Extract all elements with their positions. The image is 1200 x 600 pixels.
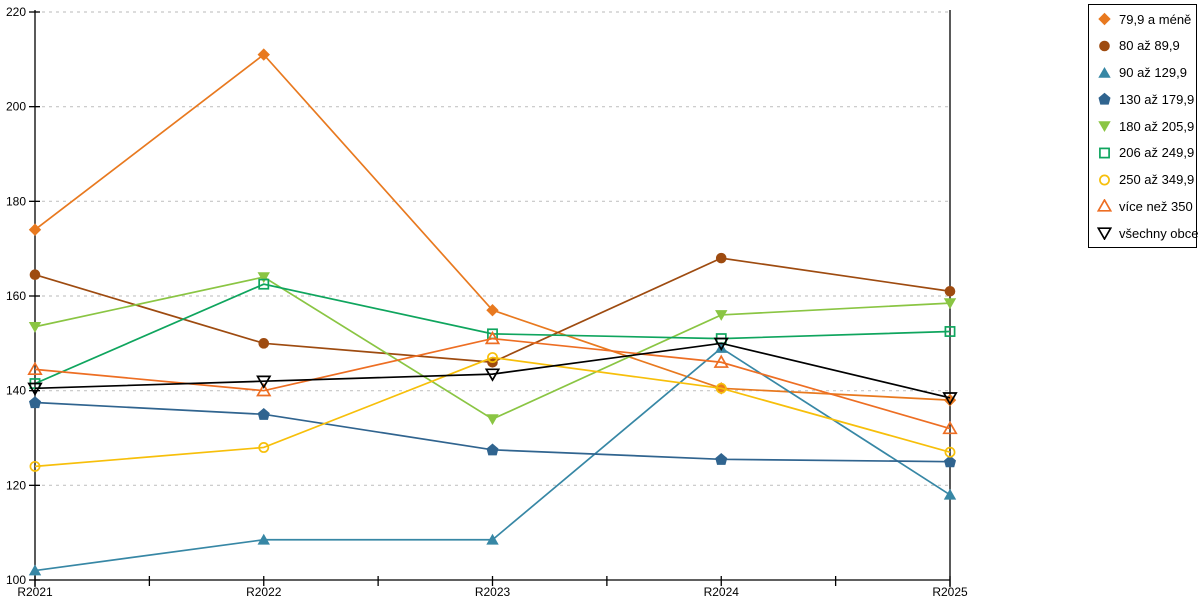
data-point-marker	[944, 446, 956, 458]
y-tick-label: 180	[6, 194, 26, 208]
triangle-down-legend-marker-icon	[1097, 227, 1112, 240]
y-tick-label: 100	[6, 573, 26, 587]
data-point-marker	[944, 455, 956, 468]
legend-item: 250 až 349,9	[1097, 172, 1195, 187]
y-tick-label: 220	[6, 5, 26, 19]
legend-item: 90 až 129,9	[1097, 66, 1192, 80]
data-point-marker	[713, 337, 729, 352]
data-point-marker	[715, 382, 727, 394]
triangle-down-legend-marker-icon	[1098, 121, 1111, 132]
x-tick-label: R2023	[475, 585, 511, 599]
legend-item: 130 až 179,9	[1097, 91, 1195, 107]
data-point-marker	[29, 269, 41, 281]
legend-item-label: 250 až 349,9	[1119, 172, 1195, 187]
data-point-marker	[715, 310, 728, 321]
data-point-marker	[258, 338, 270, 349]
x-tick-label: R2021	[17, 585, 53, 599]
series-path	[34, 356, 951, 468]
triangle-down-icon	[1098, 121, 1111, 132]
series-4-line	[29, 396, 956, 468]
data-point-marker	[942, 420, 958, 435]
data-point-marker	[944, 285, 956, 297]
data-point-marker	[484, 330, 501, 345]
y-tick-label: 140	[6, 384, 26, 398]
data-point-marker	[257, 408, 270, 420]
data-point-marker	[29, 396, 41, 409]
series-3-line	[28, 342, 957, 576]
legend-item: všechny obce	[1097, 226, 1199, 240]
legend-item-label: všechny obce	[1119, 225, 1199, 241]
legend-item-label: 206 až 249,9	[1119, 145, 1195, 161]
legend-item: více než 350	[1097, 198, 1193, 214]
x-tick-label: R2022	[246, 585, 282, 599]
legend: 79,9 a méně 80 až 89,9 90 až 129,9 130 až 1…	[1088, 4, 1199, 248]
data-point-marker	[486, 304, 499, 317]
y-tick-label: 120	[6, 478, 26, 492]
legend-item: 206 až 249,9	[1097, 145, 1195, 161]
legend-item: 80 až 89,9	[1097, 39, 1192, 53]
legend-item: 180 až 205,9	[1097, 118, 1195, 134]
data-point-marker	[715, 453, 728, 465]
data-point-marker	[258, 278, 270, 290]
series-path	[34, 342, 951, 399]
circle-icon	[1099, 40, 1110, 52]
data-point-marker	[943, 488, 957, 500]
data-point-marker	[256, 382, 272, 397]
circle-legend-marker-icon	[1099, 174, 1110, 185]
diamond-legend-marker-icon	[1098, 12, 1111, 26]
legend-item-label: 79,9 a méně	[1119, 11, 1192, 27]
data-point-marker	[257, 48, 270, 61]
square-legend-marker-icon	[1099, 147, 1110, 159]
pentagon-icon	[1098, 92, 1111, 105]
data-point-marker	[27, 361, 43, 376]
x-tick-label: R2025	[932, 585, 968, 599]
square-icon	[1099, 147, 1110, 159]
data-point-marker	[484, 368, 501, 382]
data-point-marker	[28, 321, 42, 333]
data-point-marker	[713, 354, 729, 368]
series-5-line	[28, 272, 957, 426]
data-point-marker	[486, 533, 499, 545]
y-tick-label: 200	[6, 100, 26, 114]
y-tick-label: 160	[6, 289, 26, 303]
data-point-marker	[487, 352, 498, 363]
legend-item-label: více než 350	[1119, 198, 1193, 214]
legend-item-label: 90 až 129,9	[1119, 65, 1187, 80]
triangle-up-icon	[1098, 66, 1111, 78]
series-9-line	[27, 337, 958, 406]
triangle-up-icon	[1097, 199, 1112, 212]
data-point-marker	[944, 326, 956, 337]
pentagon-legend-marker-icon	[1098, 92, 1111, 105]
data-point-marker	[28, 223, 42, 236]
triangle-up-legend-marker-icon	[1097, 199, 1112, 212]
triangle-down-icon	[1097, 227, 1112, 240]
data-point-marker	[257, 272, 270, 284]
data-point-marker	[258, 442, 270, 453]
triangle-up-legend-marker-icon	[1098, 66, 1111, 78]
data-point-marker	[28, 564, 42, 576]
legend-item-label: 130 až 179,9	[1119, 91, 1195, 107]
gridlines	[35, 11, 950, 486]
data-point-marker	[715, 252, 727, 264]
data-point-marker	[257, 533, 270, 545]
data-point-marker	[942, 392, 958, 406]
data-point-marker	[486, 443, 499, 456]
data-point-marker	[943, 298, 957, 310]
data-point-marker	[486, 414, 499, 426]
data-point-marker	[29, 460, 41, 472]
circle-legend-marker-icon	[1099, 40, 1110, 52]
legend-item-label: 180 až 205,9	[1119, 118, 1195, 134]
x-tick-label: R2024	[704, 585, 740, 599]
data-point-marker	[256, 375, 272, 389]
series-path	[34, 276, 951, 421]
diamond-icon	[1098, 12, 1111, 26]
series-7-line	[29, 352, 956, 472]
legend-item-label: 80 až 89,9	[1119, 38, 1180, 54]
data-point-marker	[27, 382, 43, 397]
data-point-marker	[715, 342, 728, 353]
circle-icon	[1099, 174, 1110, 185]
legend-item: 79,9 a méně	[1097, 12, 1192, 26]
